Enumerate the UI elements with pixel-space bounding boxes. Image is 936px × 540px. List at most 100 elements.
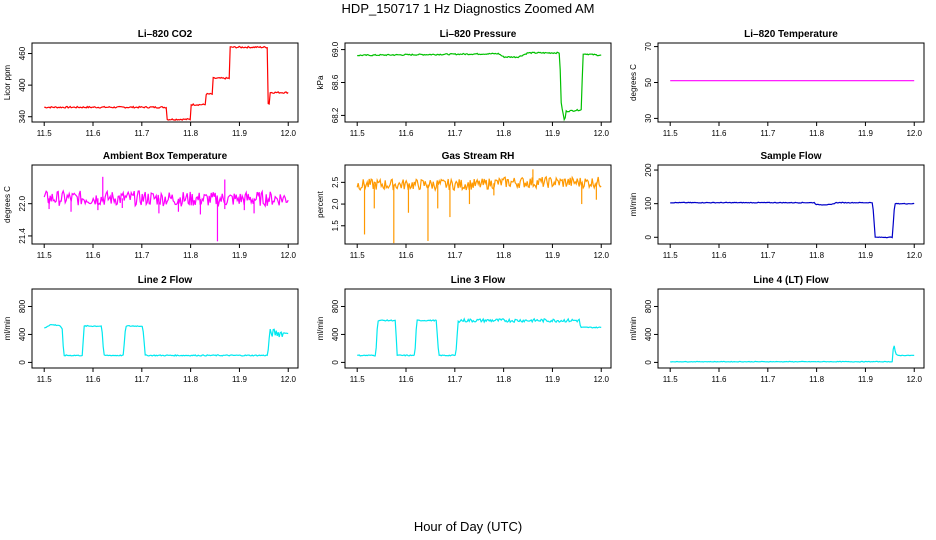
x-tick-label: 11.6 <box>712 129 728 138</box>
x-tick-label: 11.9 <box>545 251 561 260</box>
y-tick-label: 1.5 <box>331 220 340 232</box>
x-tick-label: 11.8 <box>809 129 825 138</box>
x-tick-label: 12.0 <box>593 251 609 260</box>
y-tick-label: 0 <box>18 360 27 365</box>
y-axis-label: degrees C <box>629 64 638 101</box>
y-tick-label: 400 <box>331 327 340 341</box>
x-tick-label: 12.0 <box>906 129 922 138</box>
x-tick-label: 11.9 <box>858 251 874 260</box>
x-tick-label: 11.8 <box>809 251 825 260</box>
plot-area <box>670 345 915 363</box>
series-line <box>670 345 915 363</box>
x-tick-label: 11.5 <box>37 129 53 138</box>
y-tick-label: 800 <box>331 299 340 313</box>
figure-title: HDP_150717 1 Hz Diagnostics Zoomed AM <box>342 1 595 16</box>
chart-panel: Gas Stream RH percent 11.5 11.6 11.7 11.8 11.9… <box>316 151 612 260</box>
x-tick-label: 11.7 <box>447 375 463 384</box>
plot-frame <box>344 288 612 369</box>
y-tick-label: 21.4 <box>18 228 27 244</box>
x-tick-label: 11.5 <box>37 251 53 260</box>
y-tick-label: 68.2 <box>331 107 340 123</box>
y-axis-label: kPa <box>316 75 325 89</box>
x-tick-label: 11.9 <box>232 251 248 260</box>
chart-panel: Sample Flow ml/min 11.5 11.6 11.7 11.8 11.9 12.… <box>629 151 925 260</box>
y-axis-label: degrees C <box>3 186 12 223</box>
x-tick-label: 11.6 <box>399 129 415 138</box>
x-tick-label: 11.5 <box>663 375 679 384</box>
x-tick-label: 11.6 <box>86 129 102 138</box>
x-tick-label: 11.5 <box>663 129 679 138</box>
plot-area <box>44 323 289 357</box>
x-tick-label: 12.0 <box>280 375 296 384</box>
y-tick-label: 70 <box>644 42 653 51</box>
chart-panel: Line 3 Flow ml/min 11.5 11.6 11.7 11.8 11.9 12.… <box>316 275 612 384</box>
x-tick-label: 11.5 <box>37 375 53 384</box>
panels: Li–820 CO2 Licor ppm 11.5 11.6 11.7 11.8 11.9 1… <box>3 29 925 384</box>
y-tick-label: 200 <box>644 163 653 177</box>
x-tick-label: 12.0 <box>906 251 922 260</box>
x-tick-label: 11.8 <box>809 375 825 384</box>
x-tick-label: 11.8 <box>183 251 199 260</box>
x-tick-label: 11.8 <box>496 375 512 384</box>
x-tick-label: 12.0 <box>906 375 922 384</box>
x-tick-label: 11.7 <box>760 129 776 138</box>
x-tick-label: 11.9 <box>545 375 561 384</box>
chart-panel: Li–820 Pressure kPa 11.5 11.6 11.7 11.8 11.9 12… <box>316 29 612 138</box>
plot-area <box>357 317 602 357</box>
y-axis-label: ml/min <box>3 317 12 341</box>
x-tick-label: 11.6 <box>86 375 102 384</box>
y-tick-label: 400 <box>18 327 27 341</box>
chart-title: Line 3 Flow <box>451 275 506 286</box>
chart-panel: Li–820 CO2 Licor ppm 11.5 11.6 11.7 11.8 11.9 1… <box>3 29 299 138</box>
y-tick-label: 30 <box>644 113 653 122</box>
y-axis-label: Licor ppm <box>3 65 12 100</box>
series-line <box>357 51 602 122</box>
y-tick-label: 0 <box>644 360 653 365</box>
x-tick-label: 11.5 <box>350 251 366 260</box>
y-tick-label: 0 <box>331 360 340 365</box>
y-tick-label: 50 <box>644 78 653 87</box>
x-tick-label: 12.0 <box>280 251 296 260</box>
series-line <box>357 317 602 357</box>
y-axis-label: ml/min <box>629 317 638 341</box>
chart-panel: Li–820 Temperature degrees C 11.5 11.6 11.7 1… <box>629 29 925 138</box>
plot-frame <box>31 42 299 123</box>
y-tick-label: 400 <box>18 78 27 92</box>
plot-area <box>44 45 289 121</box>
x-tick-label: 11.8 <box>183 375 199 384</box>
plot-frame <box>344 164 612 245</box>
y-tick-label: 22.0 <box>18 195 27 211</box>
x-tick-label: 11.6 <box>86 251 102 260</box>
chart-title: Li–820 CO2 <box>138 29 193 40</box>
x-tick-label: 12.0 <box>280 129 296 138</box>
x-tick-label: 11.6 <box>712 251 728 260</box>
figure-xlabel: Hour of Day (UTC) <box>414 519 522 534</box>
plot-frame <box>657 164 925 245</box>
x-tick-label: 11.8 <box>496 129 512 138</box>
x-tick-label: 11.9 <box>232 129 248 138</box>
chart-title: Gas Stream RH <box>442 151 515 162</box>
y-axis-label: ml/min <box>629 193 638 217</box>
plot-area <box>357 51 602 122</box>
x-tick-label: 11.7 <box>134 375 150 384</box>
y-tick-label: 460 <box>18 46 27 60</box>
x-tick-label: 11.8 <box>496 251 512 260</box>
series-line <box>670 201 915 239</box>
plot-frame <box>657 288 925 369</box>
x-tick-label: 11.7 <box>447 251 463 260</box>
y-tick-label: 0 <box>644 235 653 240</box>
x-tick-label: 11.8 <box>183 129 199 138</box>
y-axis-label: percent <box>316 190 325 217</box>
x-tick-label: 11.5 <box>350 129 366 138</box>
series-line <box>356 175 602 192</box>
y-tick-label: 69.0 <box>331 41 340 57</box>
x-tick-label: 11.7 <box>134 129 150 138</box>
y-tick-label: 2.5 <box>331 176 340 188</box>
chart-panel: Line 4 (LT) Flow ml/min 11.5 11.6 11.7 11.8 11… <box>629 275 925 384</box>
chart-panel: Line 2 Flow ml/min 11.5 11.6 11.7 11.8 11.9 12.… <box>3 275 299 384</box>
plot-area <box>670 201 915 239</box>
chart-title: Li–820 Pressure <box>440 29 517 40</box>
chart-title: Ambient Box Temperature <box>103 151 228 162</box>
plot-frame <box>31 288 299 369</box>
